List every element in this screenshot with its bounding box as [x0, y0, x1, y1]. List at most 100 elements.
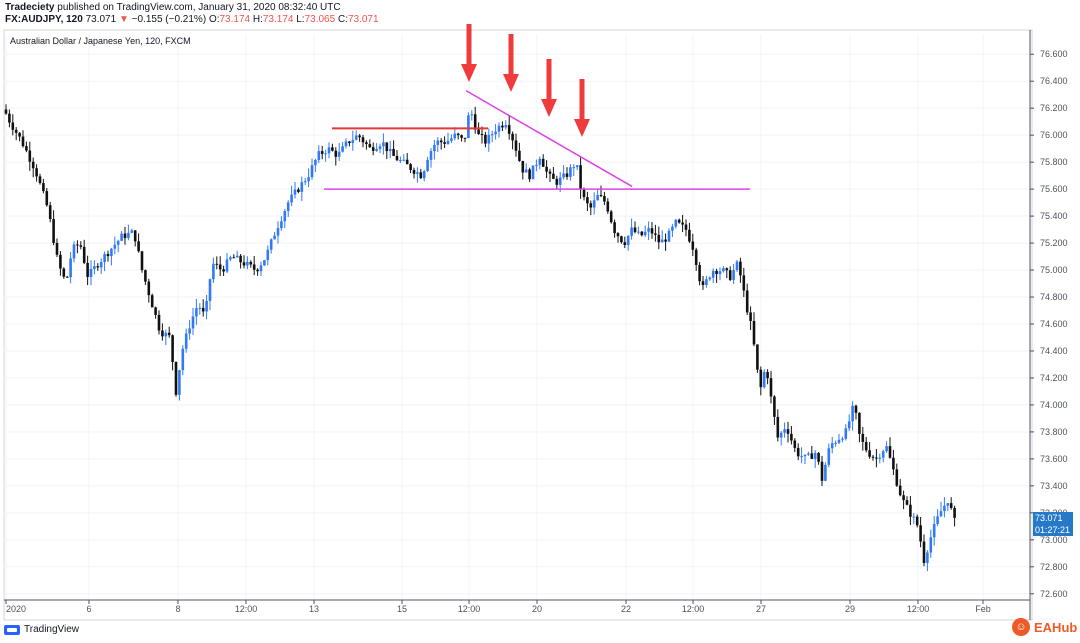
- candle-body: [354, 135, 358, 140]
- candle-body: [69, 258, 72, 278]
- candle-body: [521, 160, 525, 173]
- candle-body: [463, 137, 467, 139]
- candle-body: [909, 504, 912, 517]
- tradingview-logo-icon: [4, 624, 20, 635]
- y-tick-label: 72.600: [1040, 589, 1068, 599]
- descending-trendline: [465, 90, 633, 188]
- candle-body: [497, 125, 501, 132]
- candle-body: [174, 362, 178, 395]
- candle-body: [331, 147, 334, 151]
- candle-body: [572, 167, 576, 169]
- candle-body: [181, 348, 185, 371]
- candle-body: [837, 439, 841, 443]
- candle-body: [21, 136, 25, 147]
- candle-body: [375, 148, 378, 151]
- candle-body: [864, 441, 868, 451]
- down-arrow-icon: [503, 74, 519, 92]
- candle-body: [11, 122, 15, 130]
- candle-body: [25, 146, 28, 151]
- candle-body: [514, 140, 518, 151]
- candle-body: [229, 257, 232, 260]
- down-arrow-icon: [461, 64, 477, 82]
- x-tick-label: 12:00: [235, 604, 258, 614]
- candle-body: [732, 270, 735, 280]
- y-tick-label: 72.800: [1040, 562, 1068, 572]
- candle-body: [616, 233, 620, 237]
- candle-body: [235, 255, 239, 258]
- x-axis[interactable]: 2020 6 8 12:00 13 15 12:00 20 22 12:00 27 29 12:00 Fe…: [4, 599, 1030, 614]
- y-tick-label: 73.400: [1040, 481, 1068, 491]
- candle-body: [756, 344, 759, 370]
- y-tick-label: 75.000: [1040, 265, 1068, 275]
- candle-body: [793, 440, 797, 448]
- candle-body: [905, 500, 909, 505]
- down-arrow-shaft: [508, 34, 514, 76]
- candle-body: [103, 253, 106, 263]
- candle-body: [388, 148, 392, 152]
- candle-body: [242, 262, 246, 266]
- candle-body: [116, 240, 120, 245]
- candle-body: [538, 158, 542, 165]
- candle-body: [684, 224, 688, 230]
- candle-body: [681, 222, 684, 225]
- candle-body: [256, 269, 259, 272]
- x-tick-label: 12:00: [682, 604, 705, 614]
- candle-body: [416, 172, 419, 174]
- candle-body: [76, 244, 79, 246]
- x-tick-label: Feb: [975, 604, 991, 614]
- candle-body: [535, 164, 538, 166]
- candle-body: [504, 125, 508, 128]
- open-label: O:: [208, 14, 220, 25]
- close-value: 73.071: [347, 14, 379, 25]
- candle-body: [912, 516, 916, 518]
- candle-body: [286, 202, 290, 212]
- candle-body: [460, 135, 463, 138]
- x-tick-label: 13: [309, 604, 319, 614]
- candle-body: [59, 254, 62, 269]
- down-arrow-shaft: [579, 79, 585, 121]
- candle-body: [48, 205, 52, 220]
- candle-body: [575, 165, 579, 168]
- candle-body: [446, 140, 450, 144]
- candle-body: [854, 405, 858, 413]
- candle-body: [293, 189, 297, 195]
- candle-body: [841, 438, 844, 440]
- open-value: 73.174: [219, 14, 251, 25]
- grid: [4, 34, 1030, 600]
- tradingview-watermark[interactable]: TradingView: [4, 624, 79, 635]
- candle-body: [885, 446, 888, 452]
- candle-body: [742, 275, 746, 291]
- candle-body: [620, 236, 623, 243]
- x-tick-label: 8: [175, 604, 180, 614]
- y-tick-label: 75.400: [1040, 211, 1068, 221]
- candle-body: [898, 485, 902, 496]
- candle-body: [609, 211, 613, 223]
- candle-body: [545, 166, 548, 172]
- candle-body: [191, 316, 195, 329]
- candle-body: [800, 456, 803, 458]
- candle-body: [745, 290, 749, 313]
- candle-body: [208, 279, 212, 301]
- candle-body: [895, 469, 899, 486]
- candle-body: [18, 132, 21, 137]
- candle-body: [188, 328, 191, 334]
- y-axis[interactable]: 76.600 76.400 76.200 76.000 75.800 75.600 75.4…: [1029, 30, 1068, 620]
- candle-body: [759, 369, 763, 388]
- candle-body: [110, 248, 113, 257]
- ohlc-line: FX:AUDJPY, 120 73.071 ▼ −0.155 (−0.21%) …: [5, 14, 379, 25]
- candle-body: [637, 231, 640, 233]
- candle-body: [133, 230, 137, 242]
- candle-body: [273, 235, 276, 240]
- candle-body: [752, 320, 756, 345]
- x-tick-label: 29: [845, 604, 855, 614]
- candle-body: [42, 183, 45, 192]
- down-arrow-icon: [574, 119, 590, 137]
- candle-body: [195, 308, 198, 317]
- candle-body: [936, 516, 939, 524]
- candle-body: [548, 171, 552, 174]
- y-tick-label: 74.200: [1040, 373, 1068, 383]
- candle-body: [851, 405, 854, 422]
- candle-body: [82, 246, 86, 263]
- candle-body: [239, 255, 242, 263]
